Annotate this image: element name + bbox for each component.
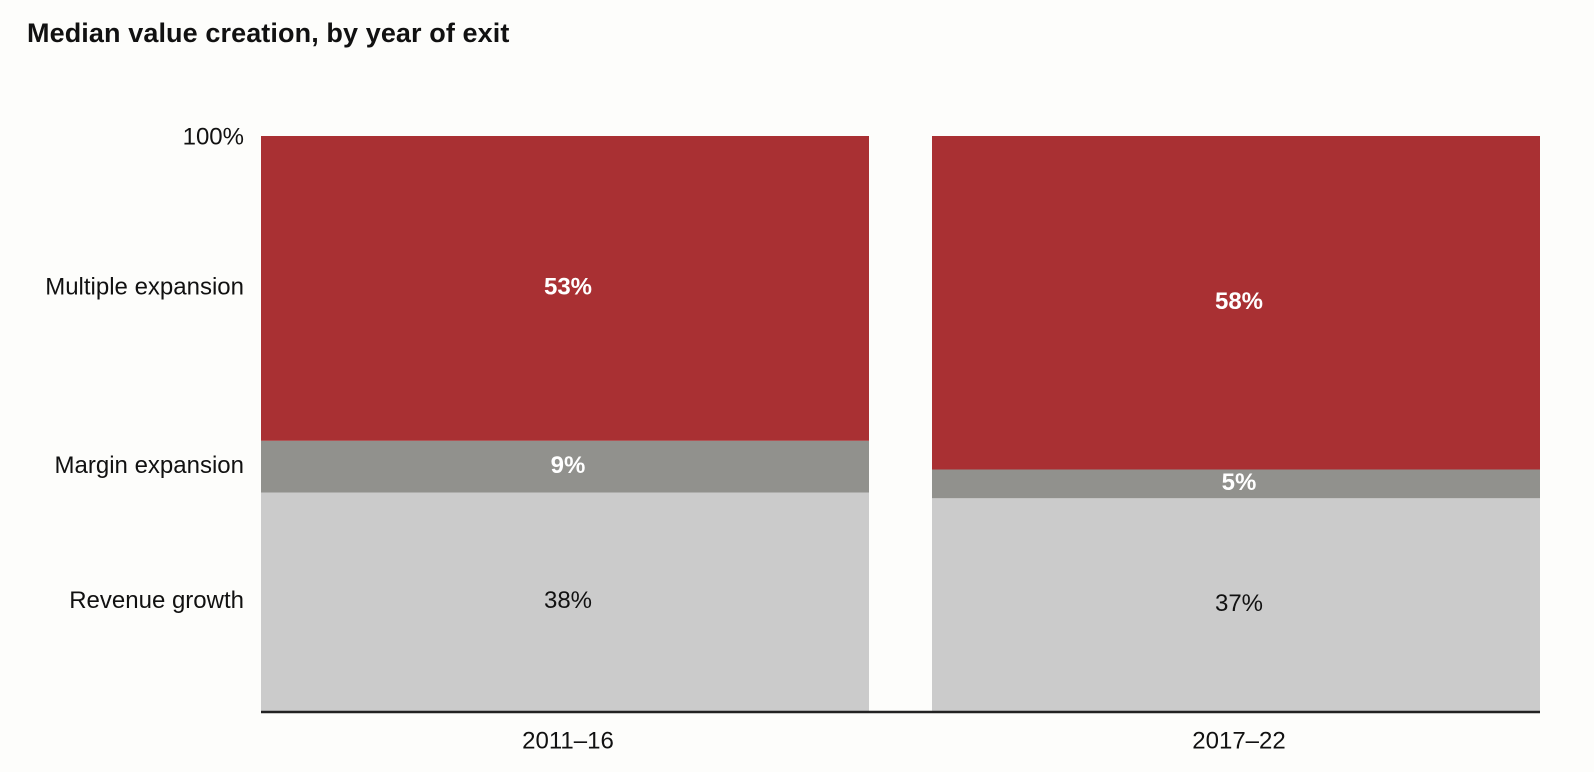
- chart-title: Median value creation, by year of exit: [27, 18, 510, 48]
- bar-segment-multiple-expansion-2017-22: [932, 136, 1540, 470]
- value-label-revenue-growth-2017-22: 37%: [1215, 590, 1263, 617]
- bar-group: [261, 136, 1540, 711]
- x-axis-tick-group: 2011–16 2017–22: [522, 727, 1286, 754]
- row-label-group: Revenue growth Margin expansion Multiple e…: [45, 274, 244, 614]
- value-label-group: 38% 9% 53% 37% 5% 58%: [544, 274, 1263, 617]
- bar-segment-margin-expansion-2011-16: [261, 440, 869, 493]
- bar-segment-multiple-expansion-2011-16: [261, 136, 869, 441]
- x-axis-tick-2017-22: 2017–22: [1192, 727, 1285, 754]
- bar-segment-margin-expansion-2017-22: [932, 469, 1540, 499]
- value-label-multiple-expansion-2011-16: 53%: [544, 274, 592, 301]
- value-label-margin-expansion-2011-16: 9%: [551, 452, 586, 479]
- y-axis-tick-100: 100%: [183, 123, 244, 150]
- row-label-multiple-expansion: Multiple expansion: [45, 274, 244, 301]
- bar-segment-revenue-growth-2011-16: [261, 492, 869, 711]
- value-label-margin-expansion-2017-22: 5%: [1222, 469, 1257, 496]
- x-axis-tick-2011-16: 2011–16: [522, 727, 614, 754]
- row-label-margin-expansion: Margin expansion: [55, 452, 244, 479]
- row-label-revenue-growth: Revenue growth: [69, 587, 244, 614]
- value-label-multiple-expansion-2017-22: 58%: [1215, 288, 1263, 315]
- bar-segment-revenue-growth-2017-22: [932, 498, 1540, 711]
- value-label-revenue-growth-2011-16: 38%: [544, 587, 592, 614]
